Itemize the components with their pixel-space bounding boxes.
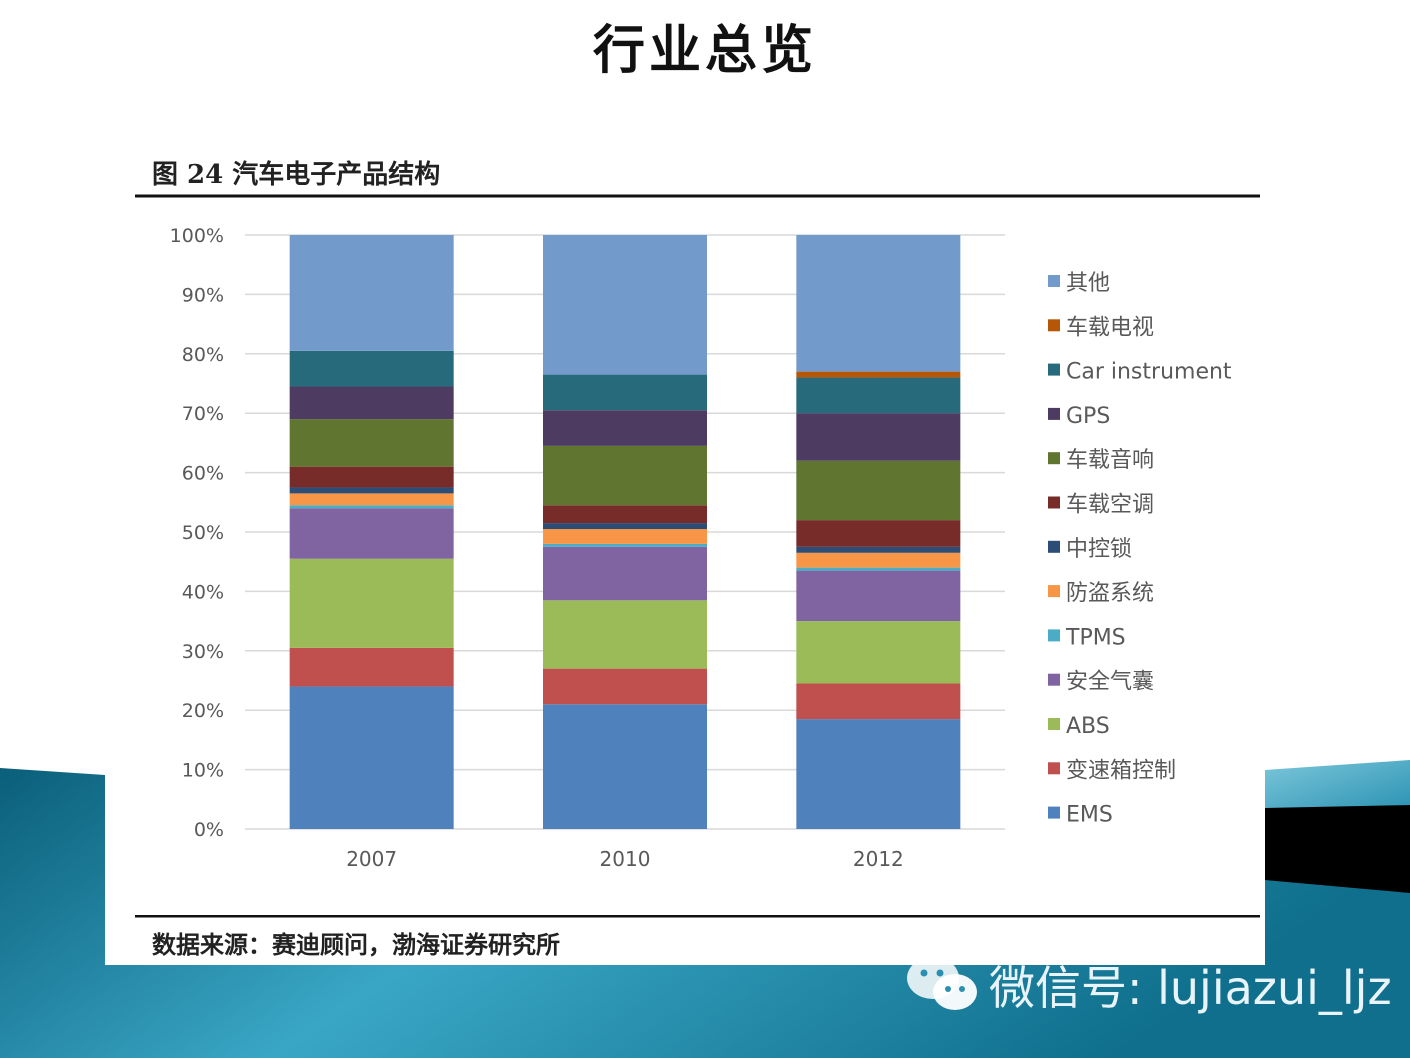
bar-segment: [543, 543, 707, 547]
bar-segment: [796, 621, 961, 684]
bar-segment: [543, 505, 707, 524]
bar-segment: [289, 686, 454, 829]
bar-segment: [543, 235, 707, 375]
bar-segment: [289, 558, 454, 648]
legend-swatch: [1048, 496, 1060, 509]
legend-swatch: [1048, 452, 1060, 465]
legend-label: EMS: [1066, 803, 1113, 828]
bar-segment: [796, 683, 961, 720]
bar-segment: [289, 386, 454, 420]
bar-segment: [796, 371, 961, 378]
legend-label: 车载电视: [1066, 315, 1154, 340]
y-tick-label: 40%: [182, 581, 224, 603]
legend-label: Car instrument: [1066, 360, 1232, 385]
legend-label: GPS: [1066, 404, 1110, 429]
black-band-shape: [1265, 805, 1410, 893]
bar-segment: [543, 546, 707, 601]
bar-segment: [289, 508, 454, 559]
bar-segment: [543, 374, 707, 411]
bar-segment: [796, 570, 961, 622]
legend-swatch: [1048, 629, 1060, 642]
bar-segment: [543, 704, 707, 829]
y-tick-label: 30%: [182, 641, 224, 663]
bar-segment: [289, 350, 454, 387]
y-tick-label: 60%: [182, 463, 224, 485]
legend-swatch: [1048, 762, 1060, 775]
bar-segment: [289, 419, 454, 467]
y-tick-label: 20%: [182, 700, 224, 722]
bar-segment: [796, 552, 961, 568]
bar-segment: [289, 235, 454, 351]
bar-segment: [289, 505, 454, 509]
bar-segment: [543, 529, 707, 544]
legend-swatch: [1048, 585, 1060, 598]
legend-label: ABS: [1066, 714, 1110, 739]
bar-segment: [543, 410, 707, 446]
legend-label: 车载音响: [1066, 448, 1154, 473]
y-tick-label: 70%: [182, 403, 224, 425]
bar-segment: [796, 377, 961, 414]
bar-segment: [543, 668, 707, 705]
bar-segment: [289, 493, 454, 506]
bar-segment: [796, 413, 961, 461]
bar-segment: [796, 235, 961, 372]
legend-swatch: [1048, 407, 1060, 420]
x-tick-label: 2012: [853, 847, 904, 871]
legend-swatch: [1048, 718, 1060, 730]
y-tick-label: 10%: [182, 760, 224, 782]
legend-label: 中控锁: [1066, 537, 1132, 562]
bar-segment: [543, 445, 707, 506]
legend-label: 车载空调: [1066, 493, 1154, 518]
legend-label: 其他: [1066, 271, 1110, 296]
figure-caption: 图 24 汽车电子产品结构: [152, 160, 441, 190]
bar-segment: [796, 460, 961, 521]
y-tick-label: 0%: [194, 819, 224, 841]
bar-segment: [796, 546, 961, 553]
wechat-icon: [907, 957, 977, 1010]
wechat-watermark: 微信号: lujiazui_ljz: [905, 950, 1392, 1020]
watermark-text: 微信号: lujiazui_ljz: [989, 961, 1392, 1015]
y-tick-label: 90%: [182, 284, 224, 306]
bar-segment: [796, 520, 961, 547]
x-tick-label: 2010: [600, 847, 651, 871]
bar-segment: [289, 466, 454, 488]
bar-segment: [289, 647, 454, 687]
legend-swatch: [1048, 363, 1060, 376]
bar-segment: [543, 600, 707, 669]
x-tick-label: 2007: [346, 847, 397, 871]
source-note: 数据来源：赛迪顾问，渤海证券研究所: [152, 930, 560, 959]
y-tick-label: 100%: [170, 225, 224, 247]
y-tick-label: 50%: [182, 522, 224, 544]
light-wave-shape: [1265, 760, 1410, 810]
teal-wave-shape: [0, 768, 1410, 1058]
legend-label: 安全气囊: [1066, 670, 1154, 695]
legend-swatch: [1048, 540, 1060, 553]
bar-segment: [796, 567, 961, 571]
legend-label: 防盗系统: [1066, 581, 1154, 606]
bar-segment: [796, 719, 961, 829]
legend-swatch: [1048, 673, 1060, 686]
bar-segment: [289, 487, 454, 494]
legend-label: TPMS: [1065, 625, 1126, 650]
legend-swatch: [1048, 275, 1060, 287]
legend-label: 变速箱控制: [1066, 758, 1176, 783]
slide-title: 行业总览: [592, 20, 817, 81]
legend-swatch: [1048, 806, 1060, 819]
y-tick-label: 80%: [182, 344, 224, 366]
bar-segment: [543, 523, 707, 530]
legend-swatch: [1048, 319, 1060, 332]
